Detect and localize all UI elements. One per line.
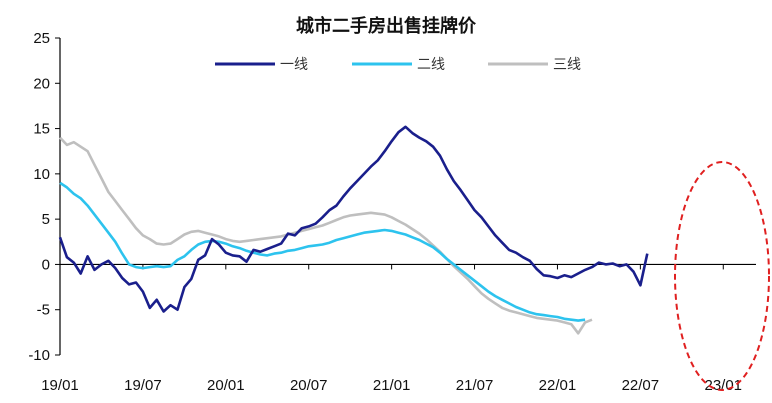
series-line-1	[58, 125, 649, 313]
x-tick-label: 21/07	[456, 377, 494, 394]
x-tick-label: 22/07	[622, 377, 660, 394]
x-tick-label: 22/01	[539, 377, 577, 394]
series-lines	[58, 125, 649, 335]
legend-label-3: 三线	[553, 57, 581, 73]
y-tick-label: -5	[37, 302, 50, 319]
x-tick-label: 20/01	[207, 377, 245, 394]
x-tick-label: 20/07	[290, 377, 328, 394]
series-line-2	[59, 181, 586, 322]
legend: 一线 二线 三线	[215, 57, 581, 73]
highlight-ellipse	[674, 161, 770, 391]
legend-label-2: 二线	[417, 57, 445, 73]
x-tick-label: 19/01	[41, 377, 79, 394]
y-tick-label: 25	[33, 30, 50, 47]
x-tick-label: 19/07	[124, 377, 162, 394]
x-tick-label: 21/01	[373, 377, 411, 394]
y-tick-label: 10	[33, 166, 50, 183]
y-tick-label: 5	[42, 211, 50, 228]
y-tick-label: 15	[33, 121, 50, 138]
x-tick-label: 23/01	[704, 377, 742, 394]
series-line-3	[59, 136, 593, 335]
y-tick-label: 0	[42, 256, 50, 273]
chart-title: 城市二手房出售挂牌价	[296, 15, 477, 37]
y-tick-label: -10	[28, 347, 50, 364]
y-tick-label: 20	[33, 75, 50, 92]
y-axis-ticks: 25 20 15 10 5 0 -5 -10	[28, 30, 60, 364]
legend-label-1: 一线	[280, 57, 308, 73]
x-axis-ticks: 19/01 19/07 20/01 20/07 21/01 21/07 22/01 22/07…	[41, 264, 742, 394]
